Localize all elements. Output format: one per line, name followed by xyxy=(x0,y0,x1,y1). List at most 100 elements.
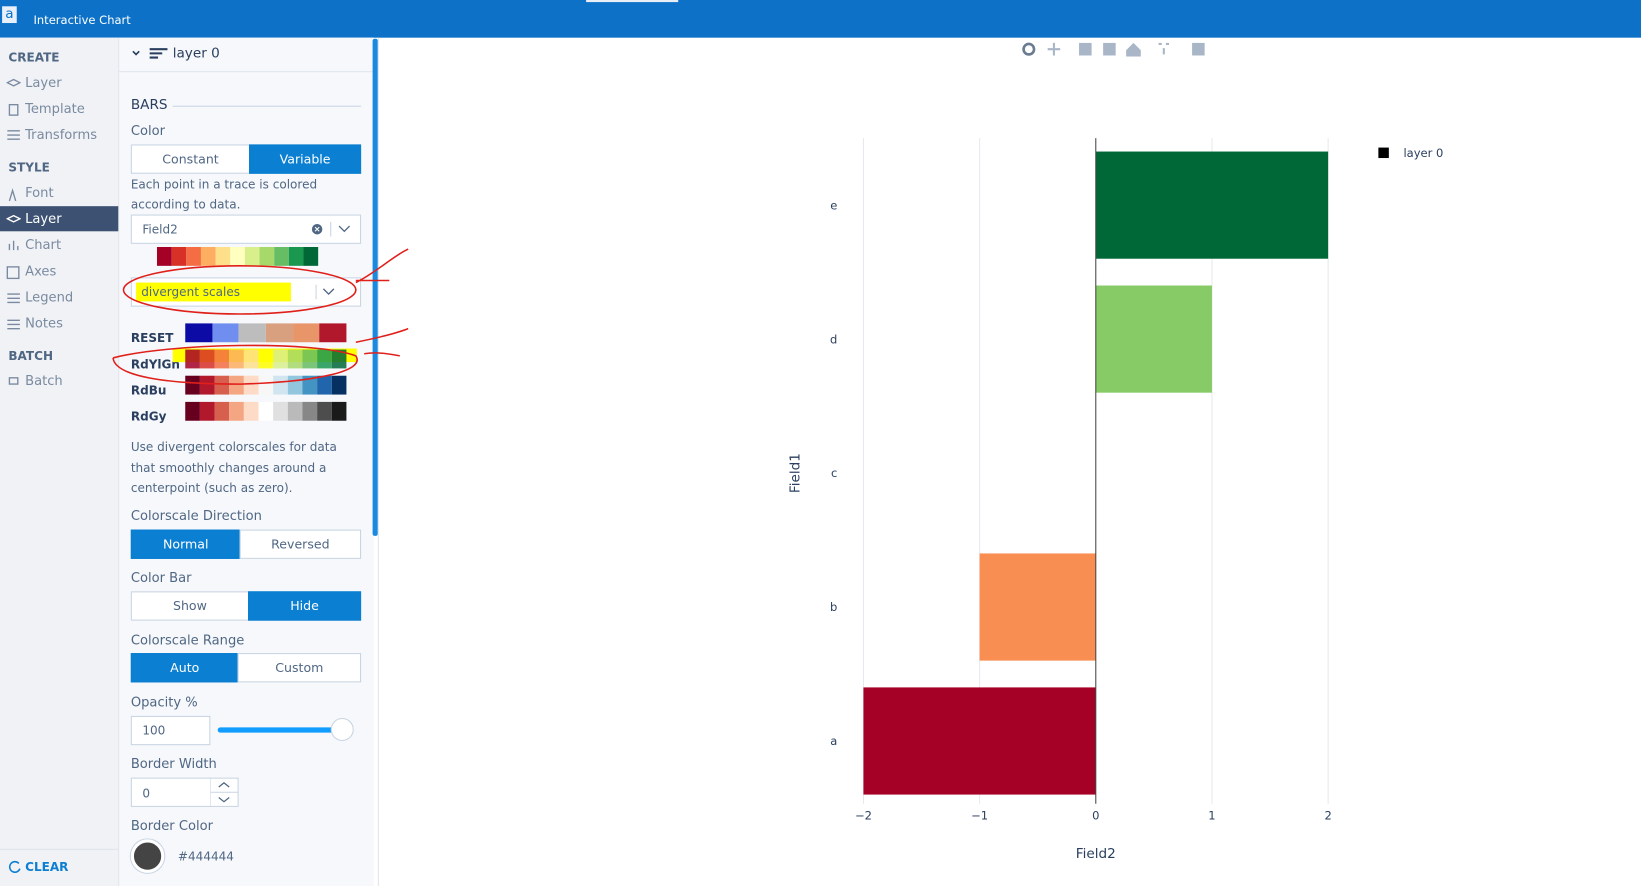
x-tick-label: −1 xyxy=(971,808,988,822)
y-tick-label: d xyxy=(830,332,837,346)
swatch-row[interactable] xyxy=(185,323,347,343)
swatch xyxy=(258,401,274,421)
nav-item[interactable]: Font xyxy=(25,184,54,200)
swatch xyxy=(199,401,215,421)
field-label: Color Bar xyxy=(130,569,192,586)
toggle-option[interactable]: Show xyxy=(130,591,250,621)
swatch xyxy=(243,349,259,369)
swatch xyxy=(185,323,213,343)
nav-item[interactable]: Batch xyxy=(25,372,63,389)
swatch xyxy=(215,246,231,266)
swatch xyxy=(287,401,303,421)
spinner[interactable] xyxy=(210,777,239,807)
swatch xyxy=(302,349,318,369)
x-tick-label: 0 xyxy=(1092,808,1099,822)
select[interactable] xyxy=(130,214,362,244)
swatch xyxy=(292,323,320,343)
slider-track[interactable] xyxy=(217,727,346,733)
swatch xyxy=(331,349,347,369)
toggle-option[interactable]: Hide xyxy=(248,591,362,621)
panel-header-line xyxy=(119,71,374,73)
color-swatch[interactable] xyxy=(130,839,165,873)
section-title: BARS xyxy=(130,97,168,114)
swatch xyxy=(319,323,347,343)
nav-divider xyxy=(0,848,119,850)
nav-item[interactable]: Legend xyxy=(25,288,74,305)
field-label: Border Width xyxy=(130,755,217,772)
nav-item[interactable]: Template xyxy=(25,100,85,117)
swatch xyxy=(317,401,332,421)
swatch xyxy=(259,246,275,266)
swatch xyxy=(239,323,266,343)
swatch-row[interactable] xyxy=(185,349,347,369)
swatch xyxy=(185,349,200,369)
swatch xyxy=(214,375,230,395)
layer-title[interactable]: layer 0 xyxy=(172,46,220,62)
bar xyxy=(1095,151,1329,259)
swatch xyxy=(156,246,172,266)
nav-item[interactable]: Layer xyxy=(25,74,62,91)
swatch xyxy=(229,375,244,395)
slider-knob[interactable] xyxy=(330,717,354,741)
swatch xyxy=(214,349,230,369)
y-tick-label: c xyxy=(831,466,837,480)
swatch-row[interactable] xyxy=(185,401,347,421)
select-icons xyxy=(315,284,335,300)
help-text: Use divergent colorscales for data xyxy=(130,439,337,455)
modebar[interactable] xyxy=(1022,42,1205,57)
legend-label[interactable]: layer 0 xyxy=(1403,146,1443,160)
nav-item[interactable]: Chart xyxy=(25,236,62,253)
logo: a xyxy=(2,6,17,24)
swatch xyxy=(288,246,304,266)
tab-indicator xyxy=(586,0,679,3)
nav-heading: CREATE xyxy=(8,50,60,65)
nav-item[interactable]: Notes xyxy=(25,315,63,331)
toggle-option[interactable]: Constant xyxy=(130,144,251,174)
panel-border xyxy=(377,37,379,886)
help-text: centerpoint (such as zero). xyxy=(130,480,293,496)
toggle-option[interactable]: Variable xyxy=(249,144,362,174)
field-label: Colorscale Direction xyxy=(130,507,262,524)
toggle-option[interactable]: Auto xyxy=(130,653,239,683)
input[interactable] xyxy=(130,715,211,746)
app-title: Interactive Chart xyxy=(33,13,131,28)
scrollbar[interactable] xyxy=(372,38,378,536)
bar xyxy=(979,553,1096,661)
swatch xyxy=(302,401,318,421)
scale-name[interactable]: RdYlGn xyxy=(130,356,180,372)
scale-name[interactable]: RESET xyxy=(130,330,174,346)
bar xyxy=(863,687,1096,795)
swatch xyxy=(265,323,293,343)
swatch xyxy=(243,401,259,421)
swatch xyxy=(273,349,288,369)
swatch xyxy=(273,375,288,395)
toggle-option[interactable]: Normal xyxy=(130,529,241,559)
header xyxy=(0,0,1641,38)
scale-name[interactable]: RdBu xyxy=(130,383,167,398)
clear-icon xyxy=(8,860,21,873)
swatch xyxy=(199,349,215,369)
y-tick-label: e xyxy=(830,198,837,212)
bar xyxy=(1095,285,1212,393)
swatch xyxy=(200,246,216,266)
y-axis-title: Field1 xyxy=(788,453,804,493)
legend-swatch[interactable] xyxy=(1378,147,1389,159)
scale-name[interactable]: RdGy xyxy=(130,409,167,424)
y-tick-label: a xyxy=(830,734,837,748)
clear-button[interactable]: CLEAR xyxy=(25,859,69,874)
swatch xyxy=(274,246,289,266)
nav-item[interactable]: Axes xyxy=(25,262,57,279)
field-label: Colorscale Range xyxy=(130,632,245,648)
nav-item[interactable]: Transforms xyxy=(25,126,98,143)
swatch xyxy=(212,323,240,343)
swatch xyxy=(287,349,303,369)
swatch xyxy=(331,401,347,421)
help-text: according to data. xyxy=(130,196,241,212)
toggle-option[interactable]: Custom xyxy=(237,653,362,683)
swatch xyxy=(317,375,332,395)
field-label: Opacity % xyxy=(130,693,198,710)
swatch xyxy=(302,375,318,395)
nav-item[interactable]: Layer xyxy=(25,210,62,227)
toggle-option[interactable]: Reversed xyxy=(239,529,362,559)
